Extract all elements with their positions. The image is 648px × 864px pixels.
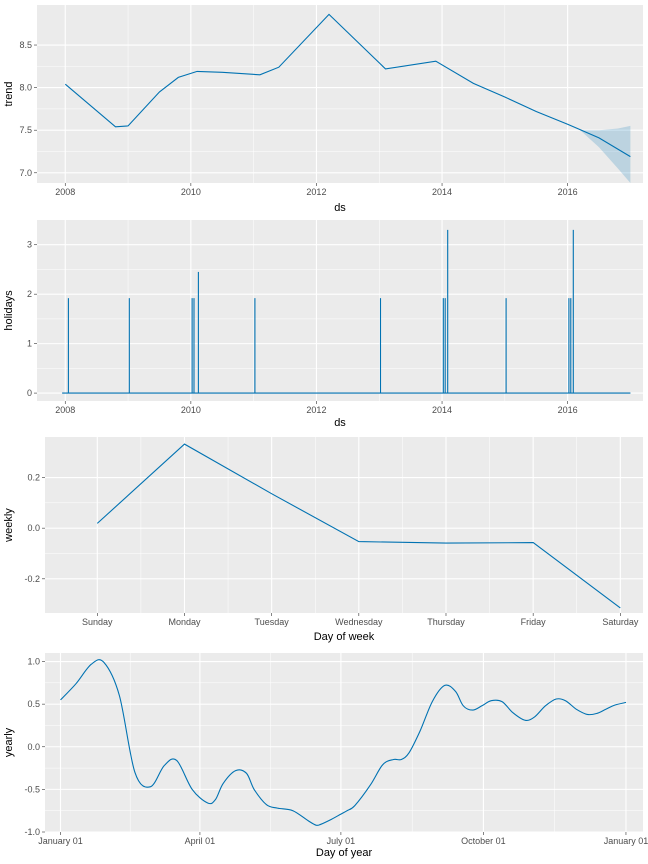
x-tick-label: Wednesday [335,617,383,627]
trend-line [64,13,631,158]
y-axis-title: trend [3,81,15,106]
y-tick-label: 7.5 [19,125,32,135]
x-axis-title: ds [334,417,346,429]
x-axis-title: ds [334,202,346,214]
y-tick-label: -1.0 [24,827,40,837]
x-tick-label: January 01 [38,836,83,846]
panel-trend: 7.0 7.5 8.0 8.5 2008 2010 2012 2014 2016 ds trend [3,5,643,214]
yearly-line [60,659,627,826]
y-tick-label: 7.0 [19,168,32,178]
y-tick-label: 1 [27,339,32,349]
panel-background [37,5,643,183]
x-axis-title: Day of week [314,631,375,643]
x-tick-label: Sunday [82,617,113,627]
x-tick-label: 2014 [432,405,452,415]
panel-holidays: 0 1 2 3 2008 2010 2012 2014 2016 ds holidays [3,220,643,429]
y-tick-label: 0.0 [27,742,40,752]
x-tick-label: Thursday [427,617,465,627]
x-tick-label: 2012 [306,187,326,197]
x-tick-label: 2016 [558,187,578,197]
x-tick-label: July 01 [327,836,356,846]
x-tick-label: Friday [521,617,547,627]
x-tick-label: Tuesday [255,617,290,627]
panel-background [37,220,643,401]
y-tick-label: 0.2 [27,473,40,483]
trend-uncertainty-band [580,125,631,183]
y-tick-label: 3 [27,240,32,250]
weekly-line [96,443,621,609]
y-tick-label: 0 [27,388,32,398]
x-tick-label: 2014 [432,187,452,197]
x-tick-label: 2016 [558,405,578,415]
panel-yearly: -1.0 -0.5 0.0 0.5 1.0 January 01 April 01 July … [3,653,648,859]
x-tick-label: Monday [168,617,201,627]
panel-background [45,653,643,832]
y-tick-label: 2 [27,289,32,299]
x-tick-label: April 01 [185,836,216,846]
y-axis-title: yearly [3,727,15,757]
y-tick-label: 1.0 [27,657,40,667]
x-tick-label: October 01 [461,836,506,846]
x-tick-label: 2012 [306,405,326,415]
x-tick-label: Saturday [602,617,639,627]
x-tick-label: 2010 [181,405,201,415]
y-axis-title: holidays [3,290,15,331]
y-tick-label: -0.2 [24,574,40,584]
y-tick-label: 8.0 [19,83,32,93]
y-tick-label: -0.5 [24,784,40,794]
panel-background [45,437,643,613]
x-axis-title: Day of year [316,847,373,859]
x-tick-label: 2010 [181,187,201,197]
x-tick-label: 2008 [55,187,75,197]
x-tick-label: January 01 [604,836,648,846]
x-tick-label: 2008 [55,405,75,415]
y-tick-label: 8.5 [19,40,32,50]
y-axis-title: weekly [3,508,15,543]
y-tick-label: 0.5 [27,699,40,709]
panel-weekly: -0.2 0.0 0.2 Sunday Monday Tuesday Wednesday Th… [3,437,643,643]
y-tick-label: 0.0 [27,523,40,533]
